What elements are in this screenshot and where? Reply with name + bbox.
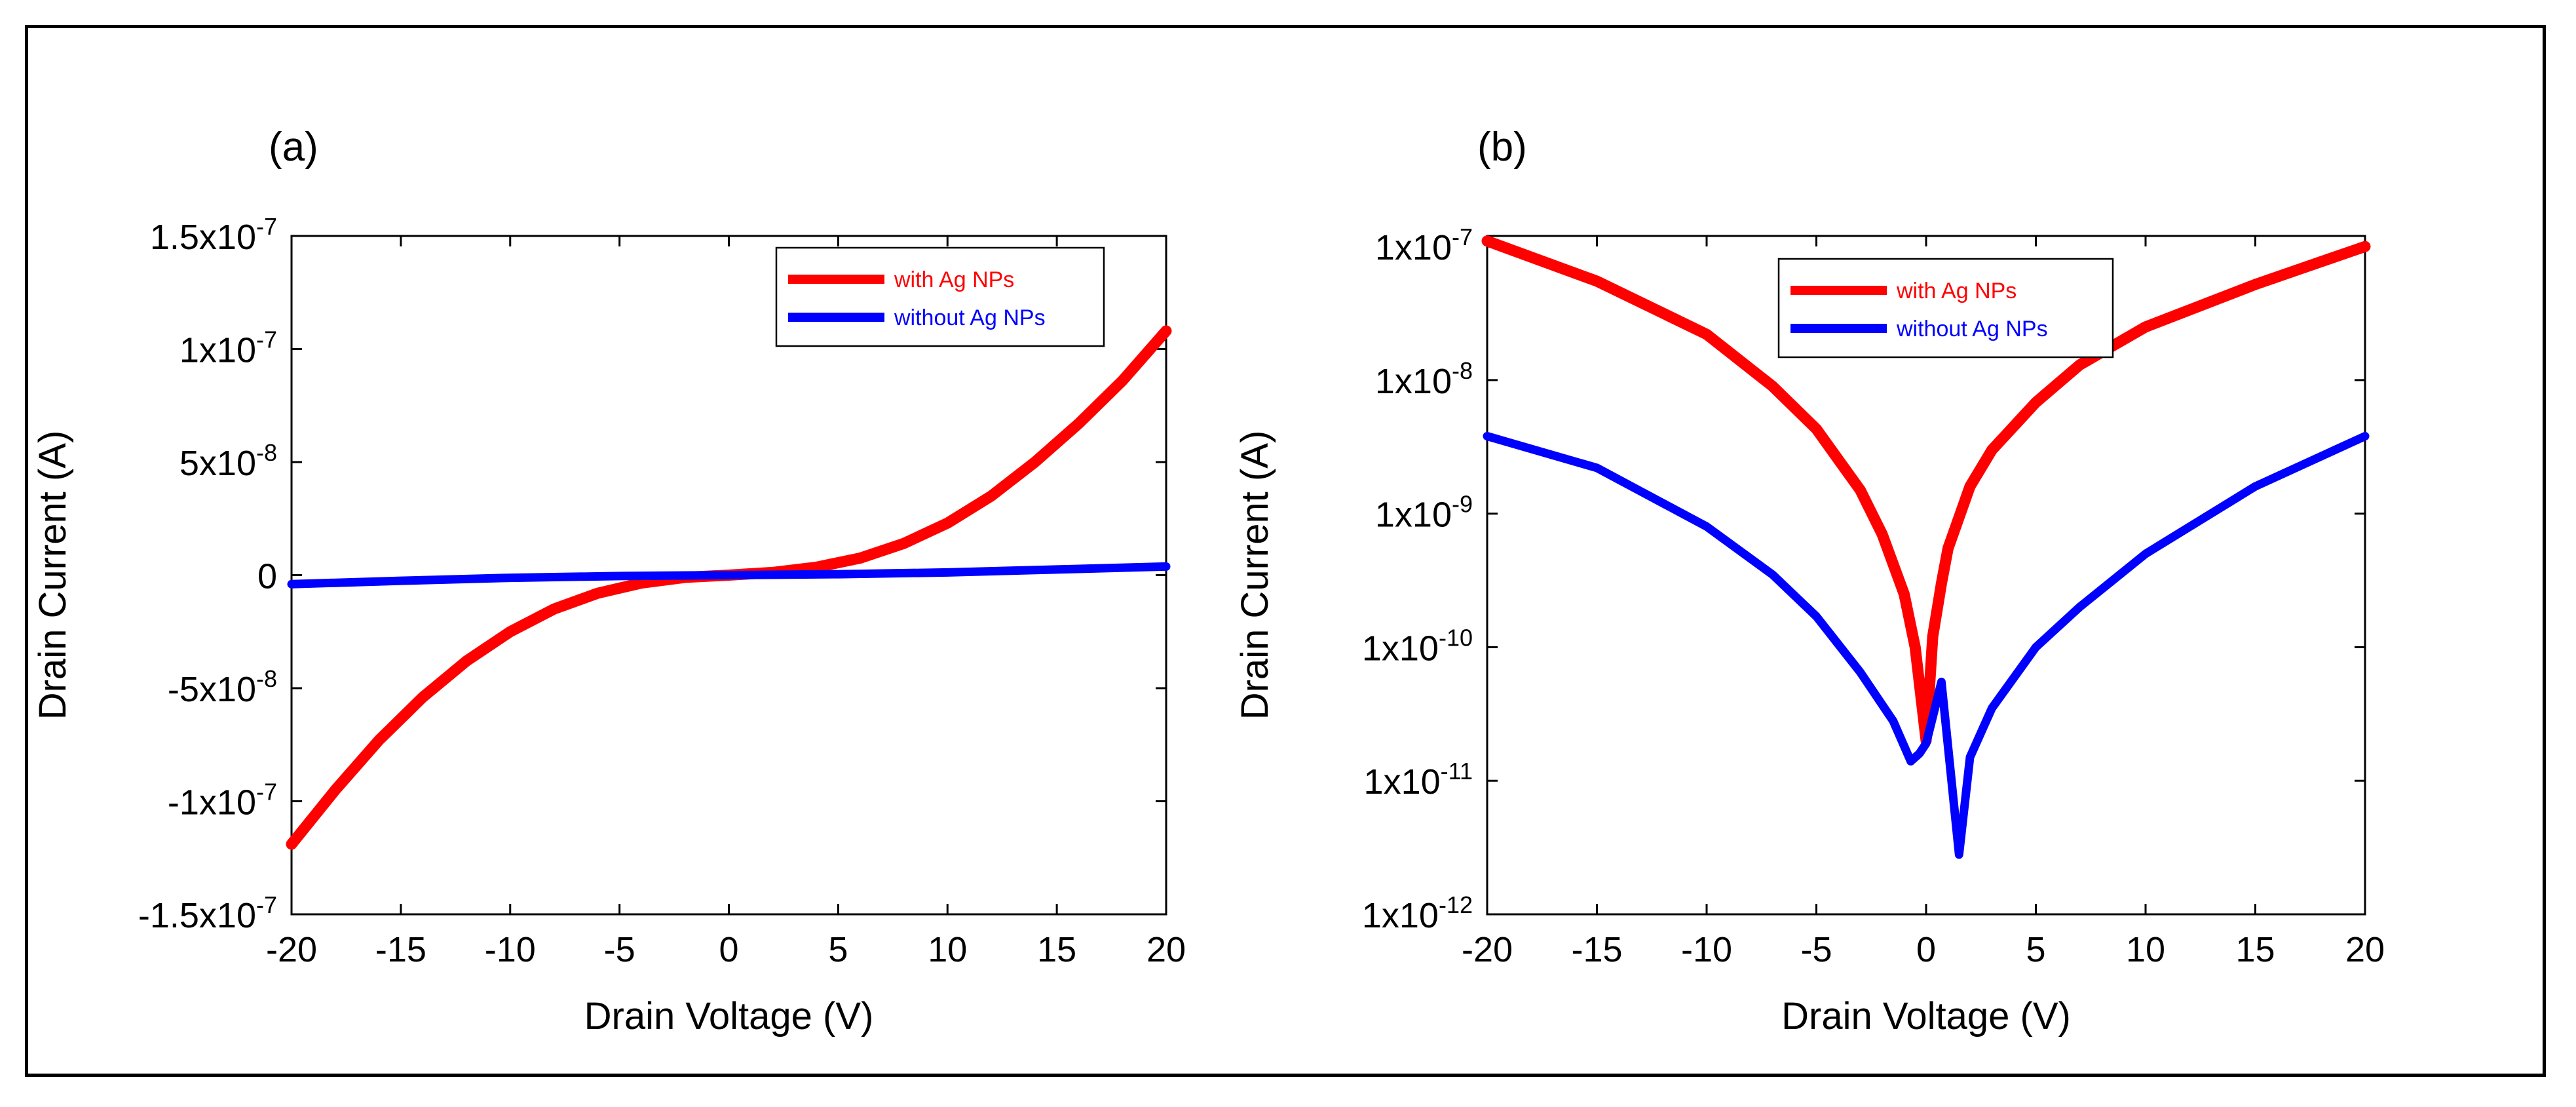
panel-label: (a)	[269, 125, 318, 170]
y-tick-label: 5x10-8	[180, 439, 277, 483]
x-tick-label: 10	[2126, 930, 2165, 969]
x-tick-label: -10	[1681, 930, 1732, 969]
y-tick-exponent: -7	[1452, 223, 1473, 250]
y-tick-mantissa: 1x10	[1362, 629, 1439, 668]
y-tick-mantissa: -1.5x10	[138, 896, 256, 935]
series-line-with-ag-nps	[286, 325, 1172, 850]
legend-label: with Ag NPs	[1896, 279, 2017, 303]
x-tick-label: 20	[2345, 930, 2385, 969]
x-tick-label: -10	[485, 930, 536, 969]
legend-box	[1777, 258, 2114, 359]
x-axis-title: Drain Voltage (V)	[1781, 995, 2071, 1038]
x-tick-label: 0	[719, 930, 738, 969]
x-tick-label: -15	[375, 930, 426, 969]
y-tick-label: 1x10-12	[1362, 891, 1473, 935]
y-tick-exponent: -11	[1441, 758, 1473, 785]
y-tick-mantissa: 1x10	[1375, 495, 1452, 535]
legend-label: without Ag NPs	[1896, 317, 2048, 341]
y-tick-mantissa: -1x10	[168, 783, 256, 823]
chart-panel-a: -20 -15 -10 -5 0 5 10 15 201.5x10-71x10-75x10-80…	[31, 125, 1186, 1038]
y-tick-label: 1x10-11	[1364, 758, 1473, 802]
y-tick-mantissa: -5x10	[168, 670, 256, 709]
y-tick-exponent: -9	[1452, 491, 1473, 518]
chart-panel-b: -20 -15 -10 -5 0 5 10 15 201x10-71x10-81x10-91x1…	[1234, 125, 2385, 1038]
x-axis-title: Drain Voltage (V)	[584, 995, 874, 1038]
series-line-without-ag-nps	[287, 562, 1171, 589]
y-tick-mantissa: 1x10	[1364, 762, 1441, 802]
x-tick-label: 20	[1146, 930, 1186, 969]
y-tick-exponent: -8	[1452, 357, 1473, 384]
x-tick-label: 5	[2026, 930, 2045, 969]
y-tick-exponent: -7	[256, 326, 277, 353]
y-tick-mantissa: 5x10	[180, 444, 256, 483]
x-tick-label: -5	[1800, 930, 1832, 969]
x-tick-label: 0	[1916, 930, 1936, 969]
y-tick-exponent: -8	[256, 665, 277, 692]
y-tick-mantissa: 1.5x10	[150, 218, 256, 257]
series-line-without-ag-nps	[1483, 432, 2370, 859]
figure-border	[25, 25, 2546, 1077]
y-tick-mantissa: 1x10	[180, 331, 256, 370]
x-tick-label: 15	[1037, 930, 1076, 969]
y-tick-exponent: -12	[1439, 891, 1473, 918]
y-tick-label: 0	[257, 557, 277, 596]
y-tick-exponent: -10	[1439, 624, 1473, 651]
series-line-with-ag-nps	[1481, 235, 2371, 747]
x-tick-label: 5	[828, 930, 848, 969]
legend-label: with Ag NPs	[894, 267, 1014, 292]
x-tick-label: -15	[1571, 930, 1622, 969]
y-axis-title: Drain Current (A)	[1234, 431, 1276, 720]
y-tick-label: 1x10-8	[1375, 357, 1473, 401]
y-tick-mantissa: 0	[257, 557, 277, 596]
x-tick-label: -20	[266, 930, 317, 969]
x-tick-label: -5	[604, 930, 635, 969]
legend-box	[775, 246, 1105, 347]
y-tick-label: 1x10-10	[1362, 624, 1473, 668]
x-tick-label: -20	[1462, 930, 1513, 969]
legend-label: without Ag NPs	[894, 305, 1046, 330]
y-tick-mantissa: 1x10	[1375, 228, 1452, 267]
y-tick-label: 1x10-7	[180, 326, 277, 370]
y-tick-label: 1x10-7	[1375, 223, 1473, 267]
x-tick-label: 10	[928, 930, 967, 969]
y-tick-exponent: -7	[256, 213, 277, 240]
y-tick-exponent: -7	[256, 779, 277, 806]
x-tick-label: 15	[2235, 930, 2275, 969]
panel-label: (b)	[1477, 125, 1527, 170]
y-tick-label: -5x10-8	[168, 665, 277, 709]
y-tick-label: 1.5x10-7	[150, 213, 277, 257]
y-tick-label: 1x10-9	[1375, 491, 1473, 535]
y-tick-mantissa: 1x10	[1375, 362, 1452, 401]
y-tick-exponent: -7	[256, 891, 277, 918]
y-tick-mantissa: 1x10	[1362, 896, 1439, 935]
y-axis-title: Drain Current (A)	[31, 431, 74, 720]
y-tick-label: -1.5x10-7	[138, 891, 277, 935]
y-tick-label: -1x10-7	[168, 779, 277, 823]
y-tick-exponent: -8	[256, 439, 277, 466]
